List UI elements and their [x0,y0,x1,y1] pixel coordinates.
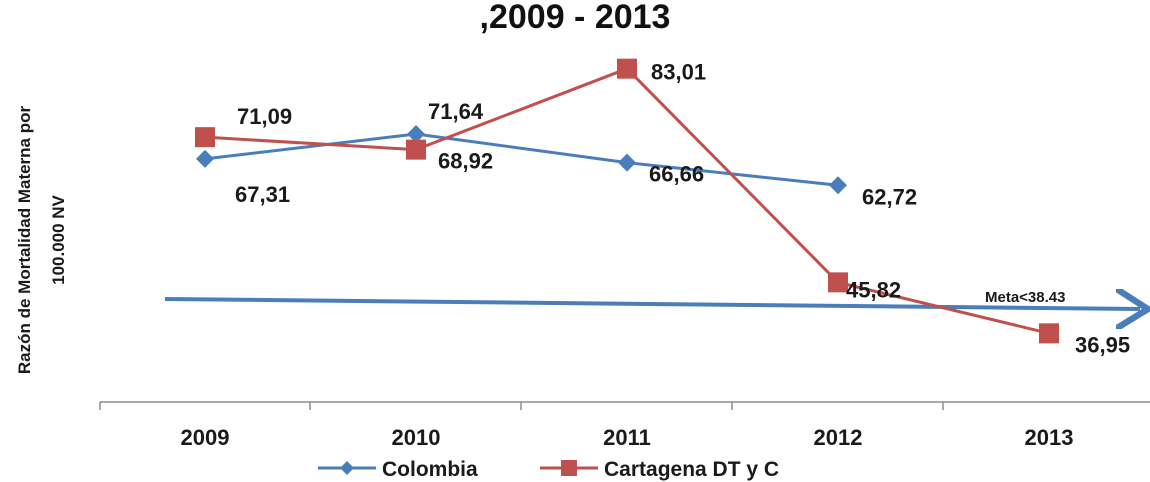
point-cartagena-2012 [828,272,848,293]
x-tick-label-2009: 2009 [181,425,230,450]
legend-marker-square [561,460,577,476]
meta-label: Meta<38.43 [985,289,1065,306]
point-cartagena-2013 [1039,323,1059,344]
point-colombia-2009 [196,149,214,168]
x-ticks: 2009 2010 2011 2012 2013 [99,402,1074,450]
x-tick-label-2013: 2013 [1025,425,1074,450]
point-cartagena-2011 [617,58,637,79]
point-colombia-2011 [618,153,636,172]
x-tick-label-2010: 2010 [392,425,441,450]
legend-marker-diamond [340,461,354,475]
series-group [195,58,1059,344]
series-line-cartagena-dt-y-c [204,66,1050,335]
point-colombia-2012 [829,176,847,195]
y-axis-label-line-2: 100.000 NV [49,194,68,284]
data-label-cartagena-2011: 83,01 [651,60,706,85]
data-label-colombia-2012: 62,72 [862,184,917,209]
point-cartagena-2009 [195,127,215,148]
meta-annotation: Meta<38.43 [164,289,1140,309]
x-tick-label-2011: 2011 [603,425,651,450]
data-label-cartagena-2012: 45,82 [846,277,901,302]
point-colombia-2010 [407,125,425,144]
y-axis-label-line-1: Razón de Mortalidad Materna por [15,105,34,374]
legend-label: Colombia [382,458,478,481]
data-label-cartagena-2010: 68,92 [438,149,493,174]
x-tick-label-2012: 2012 [814,425,863,450]
data-label-colombia-2011: 66,66 [649,162,704,187]
data-label-colombia-2010: 71,64 [428,99,484,124]
data-label-cartagena-2009: 71,09 [237,104,292,129]
point-cartagena-2010 [406,139,426,160]
data-label-cartagena-2013: 36,95 [1075,332,1130,357]
meta-arrow-line [164,299,1140,309]
chart-title: ,2009 - 2013 [480,0,671,36]
legend-label: Cartagena DT y C [604,458,779,481]
data-labels: 67,31 71,64 66,66 62,72 71,09 68,92 83,01 45,82… [235,60,1130,358]
data-label-colombia-2009: 67,31 [235,182,290,207]
legend: Colombia Cartagena DT y C [318,458,779,481]
title-group: ,2009 - 2013 [480,0,671,36]
y-axis-label: Razón de Mortalidad Materna por 100.000 … [15,105,68,374]
